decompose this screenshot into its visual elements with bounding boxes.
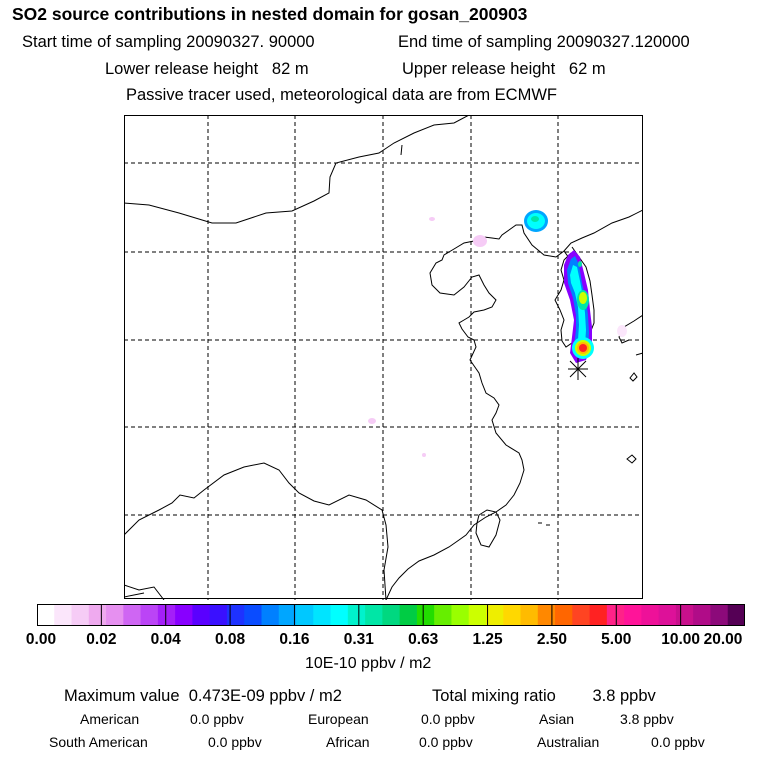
colorbar-tick-label: 0.31 (343, 631, 374, 648)
colorbar-tick-label: 2.50 (536, 631, 567, 648)
colorbar-cell (192, 604, 211, 626)
colorbar-cell (330, 604, 349, 626)
colorbar-tick-label: 0.16 (279, 631, 310, 648)
tracer-info: Passive tracer used, meteorological data… (126, 86, 557, 104)
colorbar-cell (485, 604, 504, 626)
colorbar-cell (710, 604, 729, 626)
colorbar-cell (693, 604, 712, 626)
colorbar-cell (278, 604, 297, 626)
colorbar-cell (37, 604, 55, 626)
colorbar (37, 604, 745, 626)
graticule (124, 115, 643, 600)
region-asian-label: Asian (539, 711, 575, 727)
colorbar-cell (140, 604, 159, 626)
colorbar-cell (658, 604, 677, 626)
colorbar-cell (468, 604, 487, 626)
colorbar-cell (365, 604, 383, 626)
region-african-label: African (326, 734, 370, 750)
colorbar-cell (261, 604, 280, 626)
colorbar-tick-label: 0.04 (150, 631, 181, 648)
so2-plume (368, 210, 627, 457)
colorbar-units: 10E-10 ppbv / m2 (305, 655, 432, 672)
region-african-value: 0.0 ppbv (419, 734, 473, 750)
colorbar-cell (537, 604, 556, 626)
colorbar-tick-label: 0.02 (86, 631, 117, 648)
colorbar-cell (624, 604, 642, 626)
colorbar-tick-label: 20.00 (703, 631, 743, 648)
region-australian-value: 0.0 ppbv (651, 734, 705, 750)
colorbar-cell (416, 604, 435, 626)
colorbar-tick-label: 5.00 (601, 631, 632, 648)
colorbar-cell (226, 604, 245, 626)
colorbar-cell (88, 604, 107, 626)
colorbar-tick-label: 0.08 (214, 631, 246, 648)
colorbar-cell (209, 604, 228, 626)
region-australian-label: Australian (537, 734, 600, 750)
start-time: Start time of sampling 20090327. 90000 (22, 33, 315, 51)
colorbar-cell (503, 604, 522, 626)
colorbar-cell (451, 604, 470, 626)
colorbar-cell (727, 604, 745, 626)
colorbar-cell (175, 604, 194, 626)
region-american-value: 0.0 ppbv (190, 711, 244, 727)
colorbar-cell (675, 604, 694, 626)
colorbar-cell (244, 604, 263, 626)
colorbar-tick-label: 0.63 (408, 631, 439, 648)
colorbar-tick-label: 1.25 (472, 631, 503, 648)
region-european-label: European (308, 711, 369, 727)
colorbar-cells (37, 604, 745, 626)
colorbar-cell (641, 604, 660, 626)
colorbar-tick-label: 10.00 (661, 631, 701, 648)
colorbar-cell (572, 604, 591, 626)
colorbar-cell (382, 604, 401, 626)
colorbar-cell (347, 604, 366, 626)
colorbar-cell (71, 604, 90, 626)
colorbar-cell (434, 604, 453, 626)
maximum-value: Maximum value 0.473E-09 ppbv / m2 (64, 687, 342, 705)
colorbar-tick-label: 0.00 (25, 631, 57, 648)
colorbar-cell (520, 604, 539, 626)
coastline (124, 115, 643, 600)
region-american-label: American (80, 711, 140, 727)
colorbar-cell (106, 604, 124, 626)
colorbar-dividers (100, 604, 682, 626)
total-mixing-ratio: Total mixing ratio 3.8 ppbv (432, 687, 656, 705)
map-panel (124, 115, 643, 600)
end-time: End time of sampling 20090327.120000 (398, 33, 690, 51)
figure-title: SO2 source contributions in nested domai… (12, 4, 528, 24)
colorbar-cell (123, 604, 142, 626)
colorbar-cell (54, 604, 73, 626)
colorbar-cell (157, 604, 176, 626)
receptor-marker (568, 358, 588, 380)
colorbar-cell (296, 604, 314, 626)
region-south-american-label: South American (49, 734, 148, 750)
region-european-value: 0.0 ppbv (421, 711, 475, 727)
colorbar-cell (555, 604, 573, 626)
colorbar-cell (313, 604, 332, 626)
lower-release-height: Lower release height 82 m (105, 60, 309, 78)
region-asian-value: 3.8 ppbv (620, 711, 674, 727)
colorbar-cell (589, 604, 608, 626)
region-south-american-value: 0.0 ppbv (208, 734, 262, 750)
colorbar-cell (399, 604, 418, 626)
upper-release-height: Upper release height 62 m (402, 60, 606, 78)
